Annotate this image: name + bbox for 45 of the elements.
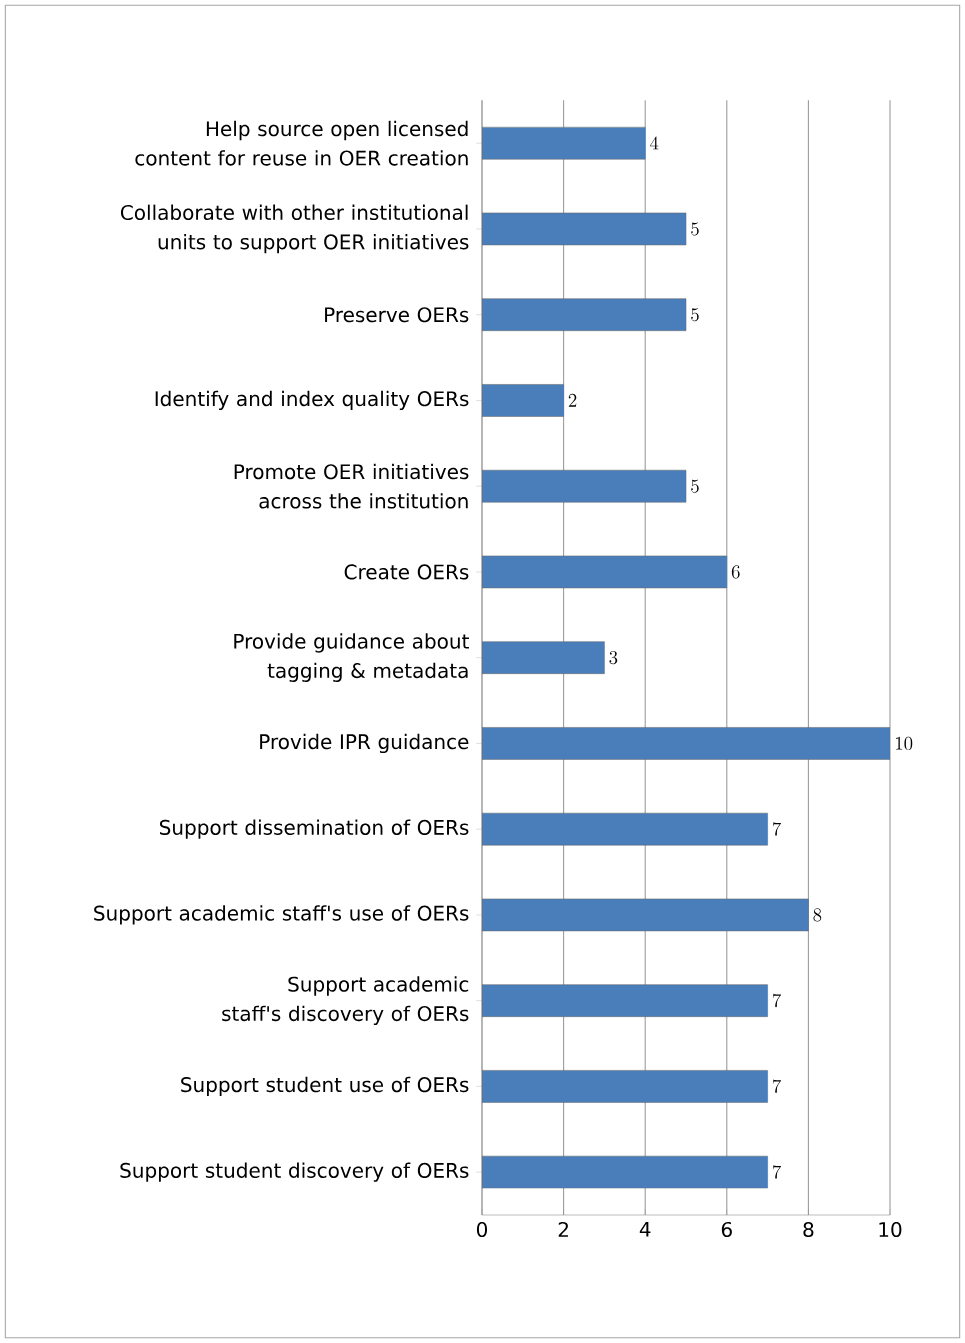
data-label: 5: [691, 479, 699, 493]
y-tick-label: Support dissemination of OERs: [159, 819, 469, 839]
bar: [482, 384, 564, 417]
y-tick-label: Support academic staff's use of OERs: [94, 905, 469, 925]
bar: [482, 641, 605, 674]
x-tick-label: 10: [879, 1221, 902, 1238]
y-tick-label: Preserve OERs: [325, 307, 469, 323]
data-label: 7: [772, 822, 781, 836]
data-label: 5: [691, 222, 699, 236]
y-tick-label: Provide guidance about tagging & metadata: [234, 633, 469, 683]
bar: [482, 727, 890, 760]
data-label: 3: [609, 651, 618, 665]
data-label: 7: [772, 1079, 781, 1093]
data-label: 7: [772, 1165, 781, 1179]
bar: [482, 298, 687, 331]
y-tick-label: Provide IPR guidance: [260, 733, 469, 754]
bar: [482, 212, 687, 246]
bar: [482, 812, 768, 846]
data-label: 7: [772, 993, 781, 1008]
y-tick-label: Help source open licensed content for reuse in OER creation: [135, 120, 468, 166]
bar: [482, 1155, 768, 1189]
bar: [482, 1070, 768, 1103]
x-tick-label: 6: [721, 1221, 732, 1238]
data-label: 8: [813, 908, 822, 922]
bar: [482, 984, 768, 1017]
data-label: 6: [731, 565, 740, 579]
y-tick-label: Support student use of OERs: [181, 1076, 469, 1097]
data-label: 5: [691, 308, 699, 322]
y-tick-label: Create OERs: [344, 564, 469, 580]
bar: [482, 555, 728, 589]
x-tick-label: 2: [558, 1221, 568, 1237]
x-tick-label: 4: [639, 1221, 651, 1237]
x-tick-label: 0: [476, 1221, 488, 1238]
y-tick-label: Identify and index quality OERs: [155, 390, 469, 411]
y-tick-label: Promote OER initiatives across the institution: [234, 463, 469, 509]
data-label: 10: [896, 736, 913, 750]
y-tick-label: Support academic staff's discovery of OERs: [222, 976, 469, 1025]
data-label: 4: [649, 136, 659, 150]
x-tick-label: 8: [803, 1221, 814, 1238]
y-tick-label: Support student discovery of OERs: [120, 1162, 469, 1182]
bar: [482, 469, 687, 503]
bar: [482, 898, 809, 932]
data-label: 2: [568, 393, 577, 407]
y-tick-label: Collaborate with other institutional units to support OER initiatives: [120, 204, 469, 254]
bar: [482, 126, 646, 160]
